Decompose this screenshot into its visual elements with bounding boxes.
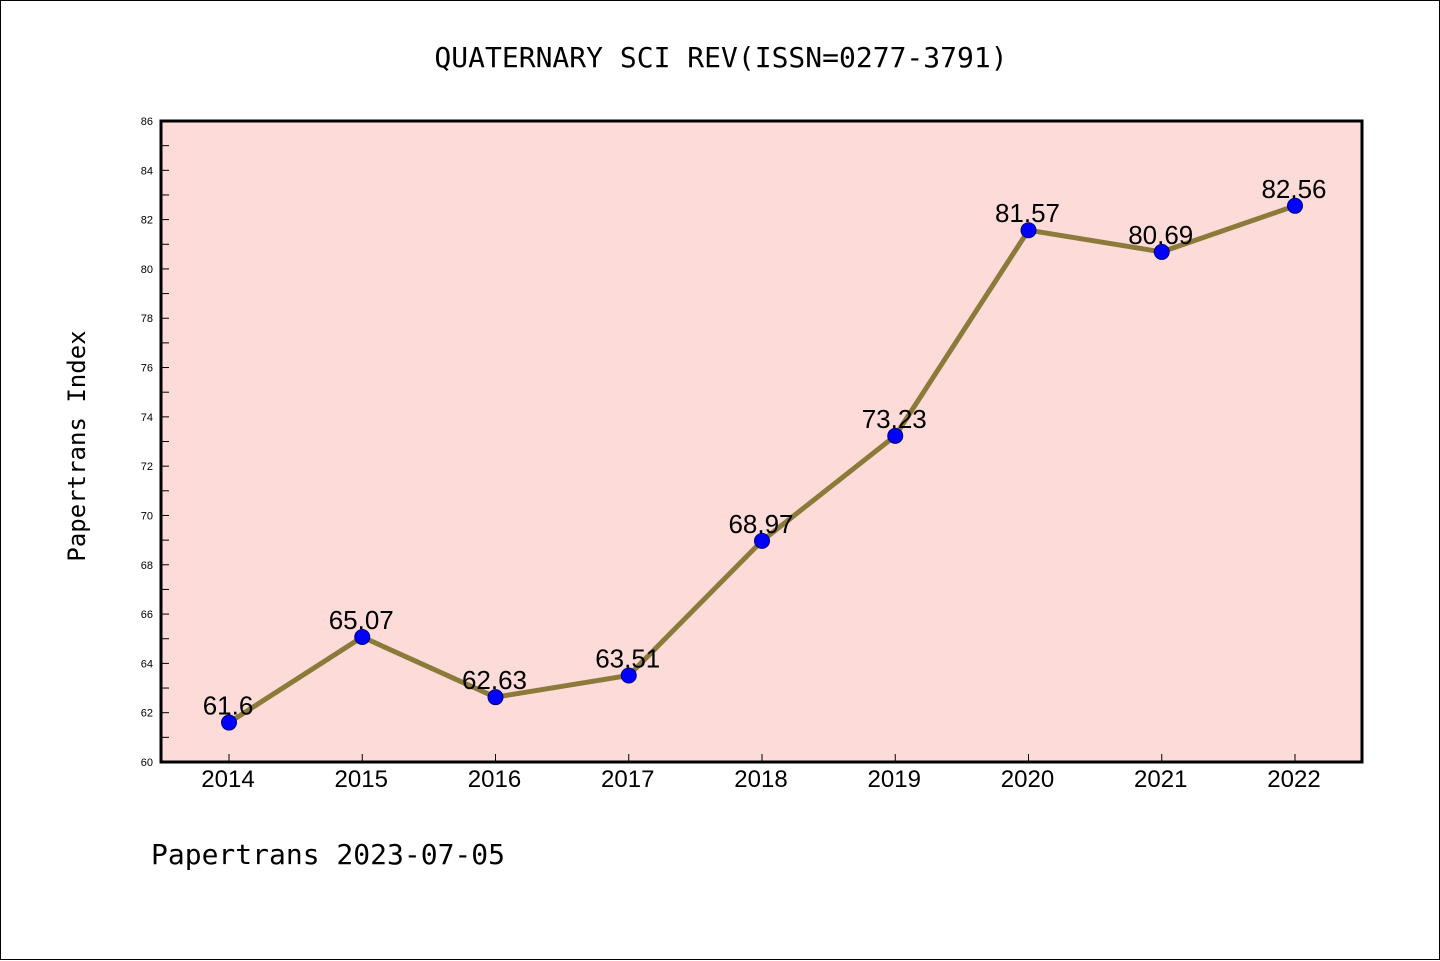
data-point-marker	[754, 532, 770, 549]
data-point-marker	[1020, 222, 1037, 239]
y-axis-label: Papertrans Index	[63, 330, 91, 561]
chart-title: QUATERNARY SCI REV(ISSN=0277-3791)	[434, 41, 1007, 74]
data-point-marker	[1287, 197, 1303, 214]
y-tick-label: 60	[141, 757, 153, 769]
x-tick-label: 2022	[1267, 766, 1320, 793]
y-tick-label: 72	[141, 461, 153, 473]
y-tick-label: 70	[141, 510, 153, 522]
x-tick-label: 2017	[601, 766, 654, 793]
y-tick-label: 62	[141, 708, 153, 720]
data-label: 82.56	[1261, 174, 1326, 204]
data-point-marker	[221, 714, 237, 731]
y-tick-label: 80	[141, 264, 153, 276]
y-tick-label: 64	[141, 658, 153, 670]
data-label: 73.23	[862, 404, 927, 434]
x-tick-label: 2018	[734, 766, 787, 793]
footer-text: Papertrans 2023-07-05	[151, 838, 505, 871]
y-tick-label: 74	[141, 412, 153, 424]
data-point-marker	[487, 689, 504, 706]
data-point-marker	[1153, 243, 1170, 260]
y-tick-label: 66	[141, 609, 153, 621]
plot-area	[161, 121, 1362, 762]
data-point-marker	[887, 427, 904, 444]
y-tick-label: 68	[141, 560, 153, 572]
x-tick-label: 2021	[1134, 766, 1187, 793]
x-axis: 2014 2015 2016 2017 2018 2019 2020 2021 2022	[201, 754, 1321, 793]
y-tick-label: 78	[141, 313, 153, 325]
data-label: 65.07	[329, 605, 394, 635]
data-label: 63.51	[595, 643, 660, 673]
x-tick-label: 2015	[335, 766, 388, 793]
data-label: 68.97	[728, 509, 793, 539]
series-layer: 61.6 65.07 62.63 63.51 68.97 73.23 81.57 80.69 8…	[203, 174, 1327, 731]
data-label: 61.6	[203, 691, 254, 721]
plot-border	[159, 119, 1364, 764]
data-point-marker	[620, 667, 637, 684]
data-label: 62.63	[462, 665, 527, 695]
x-tick-label: 2016	[468, 766, 521, 793]
y-tick-label: 82	[141, 215, 153, 227]
x-tick-label: 2020	[1001, 766, 1054, 793]
data-point-marker	[354, 629, 371, 646]
y-axis: 60 62 64 66 68 70 72 74 76 78 80 82 84 86	[141, 116, 169, 769]
y-tick-label: 86	[141, 116, 153, 128]
y-tick-label: 76	[141, 363, 153, 375]
x-tick-label: 2014	[201, 766, 254, 793]
x-tick-label: 2019	[868, 766, 921, 793]
y-tick-label: 84	[141, 165, 153, 177]
data-label: 80.69	[1128, 220, 1193, 250]
data-label: 81.57	[995, 198, 1060, 228]
